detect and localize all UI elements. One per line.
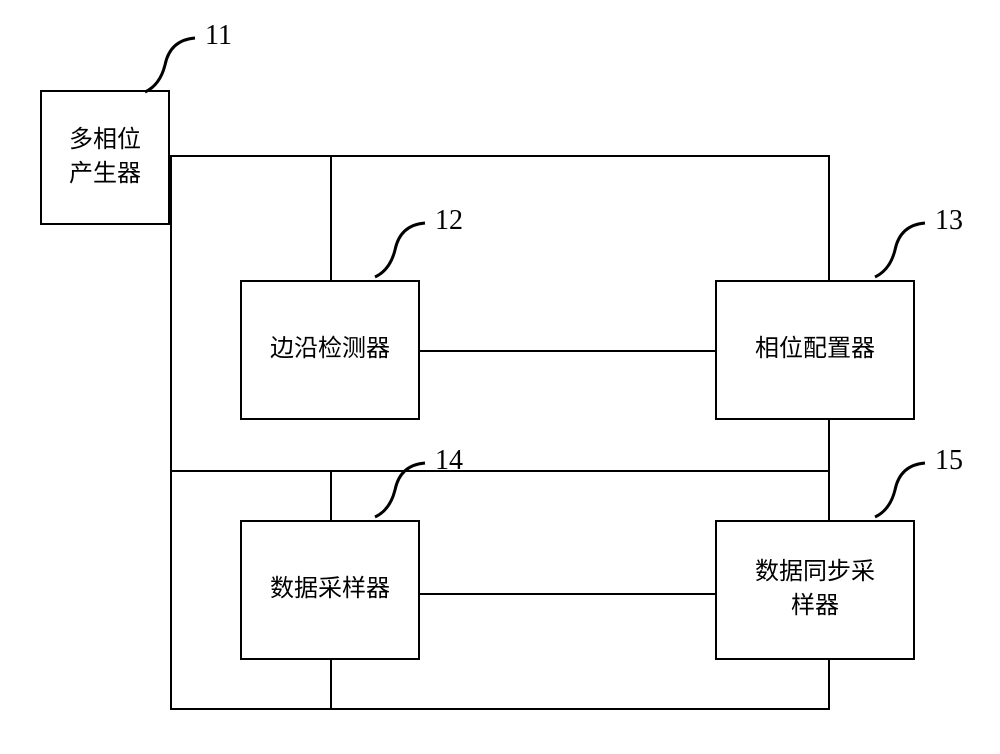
box-text: 边沿检测器	[270, 333, 390, 367]
curve-15	[870, 455, 930, 520]
connector-line	[420, 593, 715, 595]
connector-line	[170, 155, 172, 710]
connector-line	[170, 470, 830, 472]
connector-line	[330, 155, 332, 280]
block-diagram: 多相位 产生器 边沿检测器 相位配置器 数据采样器 数据同步采 样器 11 12…	[0, 0, 1000, 754]
label-13: 13	[935, 205, 963, 237]
box-data-sync-sampler: 数据同步采 样器	[715, 520, 915, 660]
curve-14	[370, 455, 430, 520]
box-text: 多相位 产生器	[69, 124, 141, 191]
box-multiphase-generator: 多相位 产生器	[40, 90, 170, 225]
label-12: 12	[435, 205, 463, 237]
label-14: 14	[435, 445, 463, 477]
curve-12	[370, 215, 430, 280]
box-phase-configurator: 相位配置器	[715, 280, 915, 420]
connector-line	[828, 155, 830, 280]
connector-line	[330, 470, 332, 520]
connector-line	[170, 708, 830, 710]
connector-line	[420, 350, 715, 352]
label-11: 11	[205, 20, 232, 52]
curve-13	[870, 215, 930, 280]
connector-line	[330, 660, 332, 710]
box-data-sampler: 数据采样器	[240, 520, 420, 660]
box-edge-detector: 边沿检测器	[240, 280, 420, 420]
box-text: 数据采样器	[270, 573, 390, 607]
connector-line	[170, 155, 830, 157]
box-text: 数据同步采 样器	[755, 556, 875, 623]
connector-line	[828, 660, 830, 710]
box-text: 相位配置器	[755, 333, 875, 367]
label-15: 15	[935, 445, 963, 477]
curve-11	[140, 30, 200, 95]
